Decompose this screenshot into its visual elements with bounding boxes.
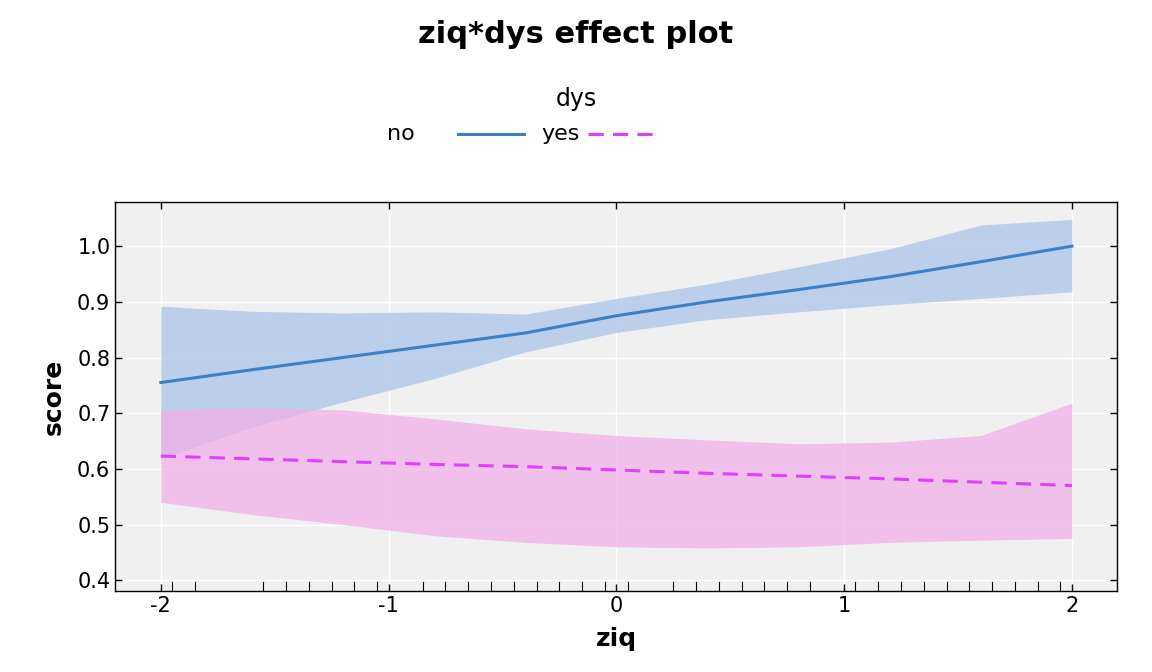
Text: dys: dys [555,87,597,112]
Text: ziq*dys effect plot: ziq*dys effect plot [418,20,734,49]
Y-axis label: score: score [41,358,66,435]
X-axis label: ziq: ziq [596,628,637,651]
Text: yes: yes [541,124,579,144]
Text: no: no [387,124,415,144]
